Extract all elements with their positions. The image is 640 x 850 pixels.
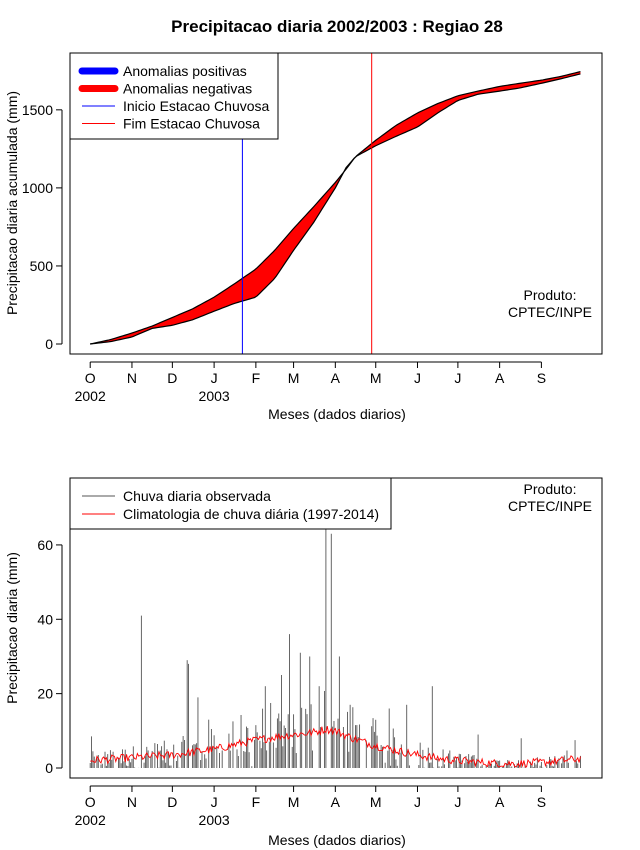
top-plot-frame bbox=[69, 52, 603, 355]
y-tick-label: 1000 bbox=[22, 180, 53, 196]
legend-label: Anomalias negativas bbox=[123, 81, 252, 97]
legend-label: Anomalias positivas bbox=[123, 63, 247, 79]
legend-label: Inicio Estacao Chuvosa bbox=[123, 98, 270, 114]
top-annotation-line1: Produto: bbox=[524, 287, 577, 303]
x-tick-label: M bbox=[288, 794, 300, 810]
y-tick-label: 40 bbox=[37, 611, 53, 627]
x-tick-label: J bbox=[454, 794, 461, 810]
x-tick-label: J bbox=[211, 370, 218, 386]
y-tick-label: 0 bbox=[45, 336, 53, 352]
top-axes: O N D J F M A M J J A S 2002 2003 0 500 1000 1500 bbox=[22, 102, 546, 404]
x-tick-label: O bbox=[85, 794, 96, 810]
bottom-plot-area bbox=[89, 481, 581, 769]
bottom-annotation-line2: CPTEC/INPE bbox=[508, 498, 592, 514]
bottom-legend: Chuva diaria observada Climatologia de ch… bbox=[69, 477, 392, 530]
x-tick-label: M bbox=[370, 794, 382, 810]
top-chart-title: Precipitacao diaria 2002/2003 : Regiao 2… bbox=[171, 17, 503, 36]
bottom-y-axis-label: Precipitacao diaria (mm) bbox=[4, 552, 20, 704]
top-x-axis-label: Meses (dados diarios) bbox=[268, 406, 406, 422]
x-tick-label: A bbox=[331, 794, 341, 810]
x-tick-label: A bbox=[331, 370, 341, 386]
y-tick-label: 500 bbox=[30, 258, 54, 274]
bottom-legend-box bbox=[69, 477, 392, 530]
observed-accumulated-line bbox=[90, 73, 581, 345]
top-legend-box bbox=[69, 52, 279, 140]
x-tick-label: J bbox=[211, 794, 218, 810]
x-year-label: 2003 bbox=[199, 388, 230, 404]
x-tick-label: M bbox=[288, 370, 300, 386]
x-tick-label: D bbox=[167, 370, 177, 386]
x-tick-label: A bbox=[495, 794, 505, 810]
bottom-axes: O N D J F M A M J J A S 2002 2003 0 20 40 60 bbox=[37, 537, 546, 828]
top-annotation-line2: CPTEC/INPE bbox=[508, 304, 592, 320]
top-chart: Precipitacao diaria 2002/2003 : Regiao 2… bbox=[4, 17, 603, 422]
bottom-chart: Meses (dados diarios) Precipitacao diari… bbox=[4, 477, 603, 848]
x-tick-label: S bbox=[537, 370, 546, 386]
x-tick-label: J bbox=[414, 370, 421, 386]
x-tick-label: N bbox=[127, 794, 137, 810]
x-tick-label: F bbox=[252, 370, 261, 386]
x-tick-label: F bbox=[252, 794, 261, 810]
x-tick-label: A bbox=[495, 370, 505, 386]
x-tick-label: N bbox=[127, 370, 137, 386]
x-tick-label: J bbox=[454, 370, 461, 386]
climatology-daily-line bbox=[90, 726, 581, 769]
x-year-label: 2002 bbox=[75, 812, 106, 828]
y-tick-label: 20 bbox=[37, 686, 53, 702]
legend-label: Chuva diaria observada bbox=[123, 488, 271, 504]
x-tick-label: O bbox=[85, 370, 96, 386]
y-tick-label: 1500 bbox=[22, 102, 53, 118]
x-tick-label: D bbox=[167, 794, 177, 810]
x-tick-label: S bbox=[537, 794, 546, 810]
top-y-axis-label: Precipitacao diaria acumulada (mm) bbox=[4, 91, 20, 315]
x-year-label: 2003 bbox=[199, 812, 230, 828]
legend-label: Climatologia de chuva diária (1997-2014) bbox=[123, 506, 379, 522]
x-tick-label: M bbox=[370, 370, 382, 386]
y-tick-label: 0 bbox=[45, 760, 53, 776]
bottom-x-axis-label: Meses (dados diarios) bbox=[268, 832, 406, 848]
legend-label: Fim Estacao Chuvosa bbox=[123, 116, 260, 132]
climatology-accumulated-line bbox=[90, 71, 581, 345]
top-legend: Anomalias positivas Anomalias negativasIn… bbox=[69, 52, 279, 140]
y-tick-label: 60 bbox=[37, 537, 53, 553]
x-year-label: 2002 bbox=[75, 388, 106, 404]
bottom-annotation-line1: Produto: bbox=[524, 481, 577, 497]
x-tick-label: J bbox=[414, 794, 421, 810]
